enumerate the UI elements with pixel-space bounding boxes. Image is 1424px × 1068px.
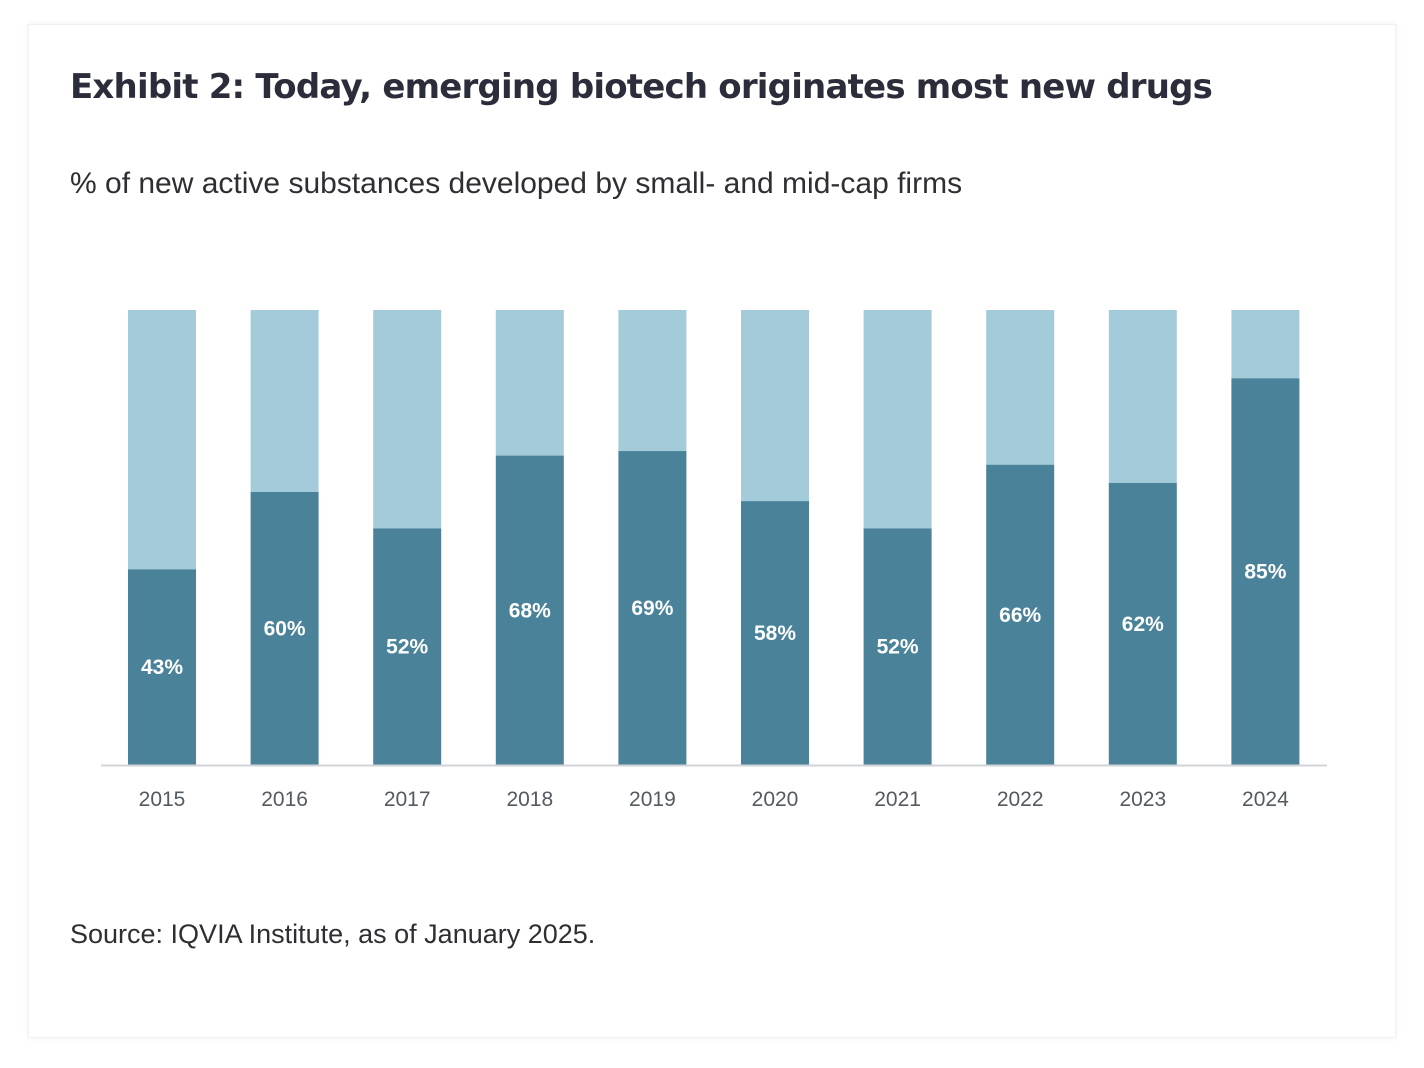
bar-small-midcap-2020 [741,501,809,765]
x-tick-2019: 2019 [629,788,676,811]
bar-remainder-2018 [495,310,564,456]
bar-remainder-2020 [741,310,809,502]
data-label-2015: 43% [141,656,183,679]
exhibit-card: Exhibit 2: Today, emerging biotech origi… [28,24,1396,1038]
x-tick-2023: 2023 [1119,788,1166,811]
x-tick-2020: 2020 [752,788,799,811]
x-tick-2024: 2024 [1242,788,1289,811]
bar-small-midcap-2017 [373,528,442,765]
x-tick-2022: 2022 [997,788,1044,811]
bar-remainder-2021 [863,310,932,529]
data-label-2018: 68% [509,599,551,622]
stacked-bar-chart: 43%60%52%68% 69%58%52%66% 62%85% 2015 2016 2… [101,310,1327,811]
bar-small-midcap-2019 [618,451,687,765]
bar-small-midcap-2018 [495,455,564,765]
bar-small-midcap-2016 [250,492,319,765]
data-label-2017: 52% [386,636,428,659]
source-note: Source: IQVIA Institute, as of January 2… [70,919,596,949]
chart-subtitle: % of new active substances developed by … [70,167,963,200]
bar-remainder-2019 [618,310,687,452]
data-label-2023: 62% [1122,613,1164,636]
x-tick-2015: 2015 [139,788,186,811]
chart-title: Exhibit 2: Today, emerging biotech origi… [70,67,1213,107]
bar-small-midcap-2023 [1108,482,1177,765]
data-label-2016: 60% [264,618,306,641]
x-tick-2018: 2018 [506,788,553,811]
x-tick-2017: 2017 [384,788,431,811]
bar-small-midcap-2021 [863,528,932,765]
data-label-2022: 66% [999,604,1041,627]
data-label-2020: 58% [754,622,796,645]
data-label-2024: 85% [1244,561,1286,584]
bar-small-midcap-2022 [986,464,1055,765]
x-tick-2021: 2021 [874,788,921,811]
bar-remainder-2024 [1231,310,1300,379]
bar-remainder-2016 [250,310,319,492]
x-tick-2016: 2016 [261,788,308,811]
bar-remainder-2015 [128,310,196,570]
bar-small-midcap-2015 [128,569,196,765]
data-label-2019: 69% [631,597,673,620]
bars-group [128,310,1300,765]
x-tick-labels-group: 2015 2016 2017 2018 2019 2020 2021 2022 2023 2024 [139,788,1289,811]
bar-small-midcap-2024 [1231,378,1300,765]
bar-remainder-2022 [986,310,1055,465]
data-label-2021: 52% [877,636,919,659]
bar-remainder-2023 [1108,310,1177,483]
data-labels-group: 43% 60% 52% 68% 69% 58% 52% 66% 62% 85% [141,561,1287,680]
bar-remainder-2017 [373,310,442,529]
